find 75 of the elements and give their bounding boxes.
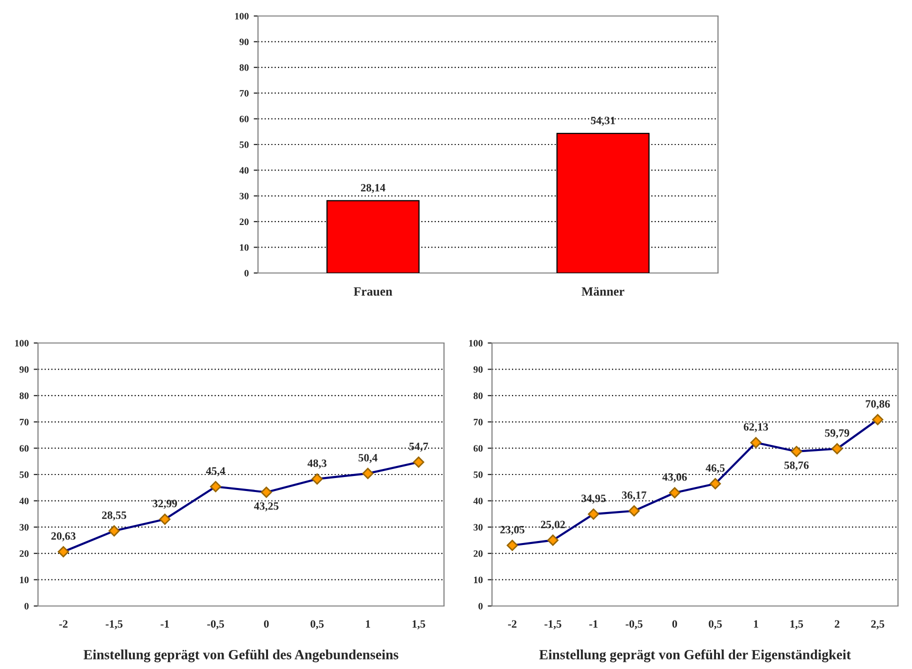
y-tick-label: 10 — [20, 576, 29, 584]
data-label: 43,06 — [662, 473, 687, 482]
y-tick-label: 70 — [474, 418, 483, 426]
data-label: 50,4 — [358, 454, 378, 464]
y-tick-label: 20 — [240, 218, 249, 226]
y-tick-label: 20 — [474, 550, 483, 557]
y-tick-label: 80 — [20, 392, 29, 400]
y-tick-label: 60 — [240, 116, 249, 122]
y-tick-label: 30 — [20, 524, 29, 531]
y-tick-label: 0 — [24, 602, 29, 610]
y-tick-label: 100 — [235, 12, 249, 20]
data-label: 70,86 — [866, 400, 890, 410]
y-tick-label: 80 — [474, 392, 483, 400]
y-tick-label: 40 — [239, 167, 249, 174]
data-label: 25,02 — [540, 520, 565, 530]
x-tick-label: 0,5 — [708, 620, 722, 630]
data-label: 54,31 — [590, 116, 615, 126]
data-label: 28,55 — [102, 511, 126, 521]
y-tick-label: 70 — [240, 90, 249, 97]
x-tick-label: -2 — [59, 620, 68, 628]
x-axis-title: Einstellung geprägt von Gefühl der Eigenständigkeit — [539, 649, 851, 662]
y-tick-label: 0 — [478, 602, 483, 610]
y-tick-label: 60 — [474, 445, 483, 452]
x-tick-label: Frauen — [354, 287, 392, 296]
data-label: 58,76 — [784, 462, 809, 471]
y-tick-label: 100 — [15, 340, 29, 346]
y-tick-label: 50 — [20, 471, 29, 478]
x-tick-label: 2 — [834, 620, 840, 628]
y-tick-label: 70 — [20, 418, 29, 426]
x-tick-label: 1,5 — [790, 620, 804, 630]
y-tick-label: 10 — [240, 244, 249, 251]
data-label: 46,5 — [706, 464, 725, 474]
y-tick-label: 90 — [474, 366, 483, 373]
data-label: 54,7 — [409, 442, 428, 452]
data-label: 23,05 — [500, 526, 524, 536]
x-tick-label: 2,5 — [871, 620, 884, 630]
x-tick-label: 0 — [264, 620, 269, 628]
y-tick-label: 10 — [474, 576, 483, 584]
data-label: 28,14 — [360, 184, 386, 194]
y-tick-label: 60 — [20, 445, 29, 452]
x-tick-label: 1 — [366, 620, 370, 628]
data-label: 62,13 — [744, 423, 768, 432]
data-label: 48,3 — [308, 459, 326, 469]
y-tick-label: 90 — [20, 366, 29, 373]
x-tick-label: Männer — [582, 287, 624, 296]
data-label: 32,99 — [152, 500, 177, 509]
x-axis-title: Einstellung geprägt von Gefühl des Angebundenseins — [84, 649, 398, 662]
data-label: 43,25 — [254, 502, 278, 512]
y-tick-label: 30 — [240, 192, 249, 200]
data-label: 59,79 — [825, 429, 850, 438]
y-tick-label: 90 — [240, 38, 249, 46]
y-tick-label: 80 — [240, 64, 249, 71]
x-tick-label: -0,5 — [626, 620, 642, 630]
x-tick-label: -1,5 — [106, 620, 123, 630]
y-tick-label: 100 — [469, 340, 483, 346]
x-tick-label: -1 — [589, 620, 598, 628]
x-tick-label: 1,5 — [412, 620, 426, 630]
y-tick-label: 0 — [244, 270, 249, 276]
data-label: 45,4 — [206, 467, 226, 476]
y-tick-label: 40 — [19, 498, 29, 504]
y-tick-label: 40 — [473, 498, 483, 504]
x-tick-label: -0,5 — [207, 620, 224, 630]
x-tick-label: -1,5 — [544, 620, 562, 630]
data-label: 20,63 — [51, 532, 76, 542]
y-tick-label: 20 — [20, 550, 29, 557]
data-label: 34,95 — [581, 494, 606, 504]
y-tick-label: 50 — [240, 141, 249, 148]
data-label: 36,17 — [622, 491, 646, 501]
x-tick-label: -1 — [160, 620, 169, 628]
x-tick-label: -2 — [508, 620, 516, 628]
x-tick-label: 0,5 — [310, 620, 324, 630]
x-tick-label: 0 — [672, 620, 678, 628]
y-tick-label: 30 — [474, 524, 483, 531]
x-tick-label: 1 — [754, 620, 758, 628]
y-tick-label: 50 — [474, 471, 483, 478]
